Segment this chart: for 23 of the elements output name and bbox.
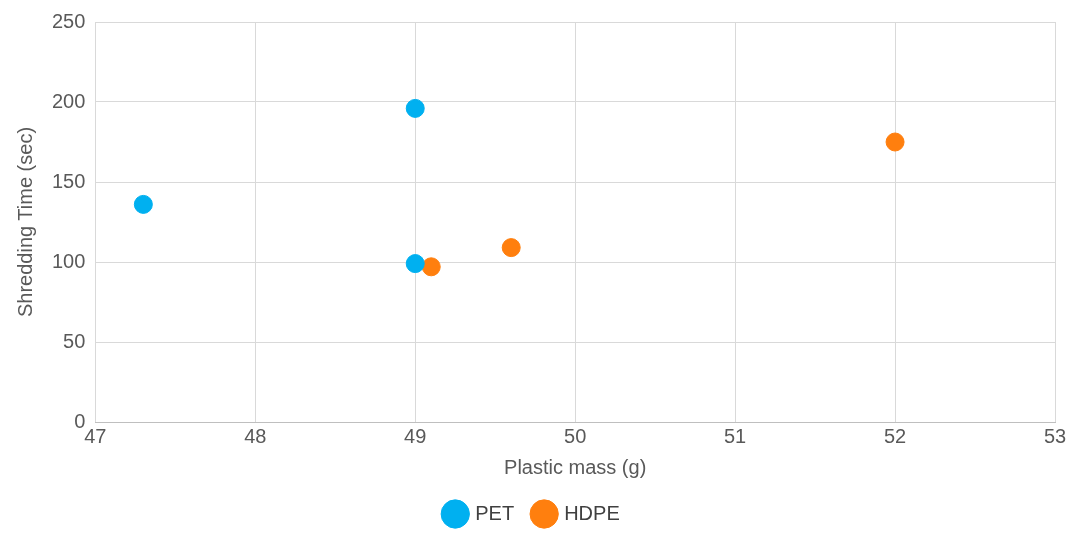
y-tick-label: 50 (63, 329, 86, 352)
point (421, 257, 441, 277)
x-tick-label: 51 (724, 424, 747, 447)
point (405, 254, 425, 274)
x-tick-label: 49 (404, 424, 427, 447)
y-tick-label: 150 (51, 169, 86, 192)
x-tick-label: 52 (883, 424, 907, 447)
y-tick-label: 200 (51, 89, 86, 112)
legend-label: PET (475, 501, 515, 524)
x-tick-label: 47 (84, 424, 107, 447)
x-tick-label: 50 (564, 424, 587, 447)
point (133, 194, 153, 214)
y-axis-title: Shredding Time (sec) (13, 126, 36, 318)
y-tick-label: 0 (74, 409, 86, 432)
point (885, 132, 905, 152)
y-tick-label: 100 (51, 249, 86, 272)
legend-label: HDPE (564, 501, 620, 524)
x-tick-label: 48 (244, 424, 267, 447)
x-axis-title: Plastic mass (g) (504, 455, 647, 478)
y-tick-label: 250 (51, 9, 86, 32)
point (405, 98, 425, 118)
x-tick-label: 53 (1043, 424, 1067, 447)
point (501, 238, 521, 258)
